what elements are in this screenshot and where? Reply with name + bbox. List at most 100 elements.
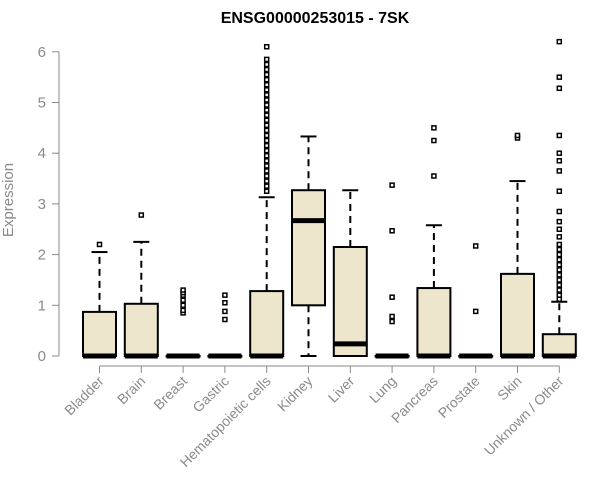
outlier-point: [263, 188, 270, 194]
box-body: [500, 272, 535, 357]
outlier-point: [263, 122, 270, 129]
y-axis: 0 1 2 3 4 5 6: [38, 44, 60, 365]
y-tick-label: 1: [38, 297, 46, 314]
outlier-point: [514, 132, 521, 139]
outlier-point: [263, 56, 270, 63]
box-12: [541, 38, 577, 359]
outlier-point: [263, 76, 270, 83]
x-tick-label: Unknown / Other: [481, 373, 567, 459]
outlier-point: [556, 168, 563, 174]
box-body: [123, 302, 159, 357]
outlier-point: [263, 132, 270, 139]
x-tick-label: Skin: [494, 373, 525, 404]
outlier-point: [556, 282, 563, 288]
box-7: [332, 189, 368, 357]
outlier-point: [431, 125, 437, 131]
outlier-point: [556, 218, 563, 225]
outlier-point: [222, 300, 228, 306]
outlier-point: [472, 243, 479, 249]
y-axis-label: Expression: [0, 163, 17, 237]
outlier-point: [180, 287, 186, 293]
outlier-point: [389, 228, 395, 234]
outlier-point: [556, 272, 563, 278]
outlier-point: [263, 107, 270, 113]
box-10: [458, 243, 494, 359]
chart-title: ENSG00000253015 - 7SK: [221, 10, 410, 27]
outlier-point: [556, 246, 563, 253]
outlier-point: [556, 188, 563, 194]
outlier-point: [263, 112, 270, 118]
outlier-point: [556, 74, 563, 80]
y-tick-label: 3: [38, 196, 46, 213]
box-body: [291, 189, 326, 307]
outlier-point: [263, 173, 270, 179]
outlier-point: [556, 158, 563, 164]
boxes-layer: [82, 38, 577, 359]
y-tick-label: 4: [38, 145, 46, 162]
outlier-point: [556, 277, 563, 283]
outlier-point: [180, 307, 186, 314]
outlier-point: [431, 173, 437, 179]
outlier-point: [263, 82, 270, 88]
outlier-point: [556, 234, 563, 240]
outlier-point: [263, 117, 270, 123]
outlier-point: [556, 38, 563, 45]
x-tick-label: Lung: [366, 373, 399, 406]
outlier-point: [556, 85, 563, 92]
x-tick-label: Kidney: [274, 373, 316, 415]
outlier-point: [263, 147, 270, 154]
outlier-point: [263, 87, 270, 93]
outlier-point: [263, 71, 270, 78]
outlier-point: [472, 308, 479, 315]
outlier-point: [556, 261, 563, 268]
outlier-point: [431, 137, 437, 144]
x-tick-label: Brain: [114, 373, 148, 407]
outlier-point: [263, 102, 270, 108]
outlier-point: [263, 168, 270, 174]
box-body: [249, 290, 285, 358]
y-tick-label: 0: [38, 348, 46, 365]
outlier-point: [263, 92, 270, 98]
box-body: [82, 310, 117, 357]
outlier-point: [263, 178, 270, 184]
box-body: [332, 245, 368, 357]
outlier-point: [556, 241, 563, 248]
outlier-point: [96, 241, 103, 248]
y-tick-label: 2: [38, 247, 46, 264]
outlier-point: [556, 256, 563, 263]
box-4: [207, 292, 243, 359]
x-tick-label: Breast: [150, 373, 190, 413]
outlier-point: [263, 137, 270, 144]
outlier-point: [263, 142, 270, 149]
box-body: [416, 287, 452, 358]
outlier-point: [556, 150, 563, 156]
outlier-point: [263, 66, 270, 73]
box-9: [416, 125, 452, 359]
outlier-point: [222, 308, 228, 315]
outlier-point: [556, 267, 563, 273]
outlier-point: [263, 61, 270, 68]
outlier-point: [263, 163, 270, 169]
outlier-point: [556, 251, 563, 258]
x-tick-label: Prostate: [435, 373, 483, 421]
outlier-point: [389, 313, 395, 320]
box-8: [374, 182, 410, 359]
outlier-point: [263, 183, 270, 189]
outlier-point: [389, 182, 395, 188]
outlier-point: [263, 43, 270, 50]
outlier-point: [138, 212, 145, 218]
outlier-point: [556, 292, 563, 298]
box-1: [82, 241, 117, 359]
box-11: [500, 132, 535, 359]
outlier-point: [180, 302, 186, 309]
box-3: [165, 287, 201, 359]
outlier-point: [389, 318, 395, 325]
outlier-point: [556, 132, 563, 139]
box-5: [249, 43, 285, 359]
box-body: [541, 333, 577, 358]
x-tick-label: Liver: [325, 373, 358, 406]
outlier-point: [263, 158, 270, 164]
outlier-point: [263, 127, 270, 134]
